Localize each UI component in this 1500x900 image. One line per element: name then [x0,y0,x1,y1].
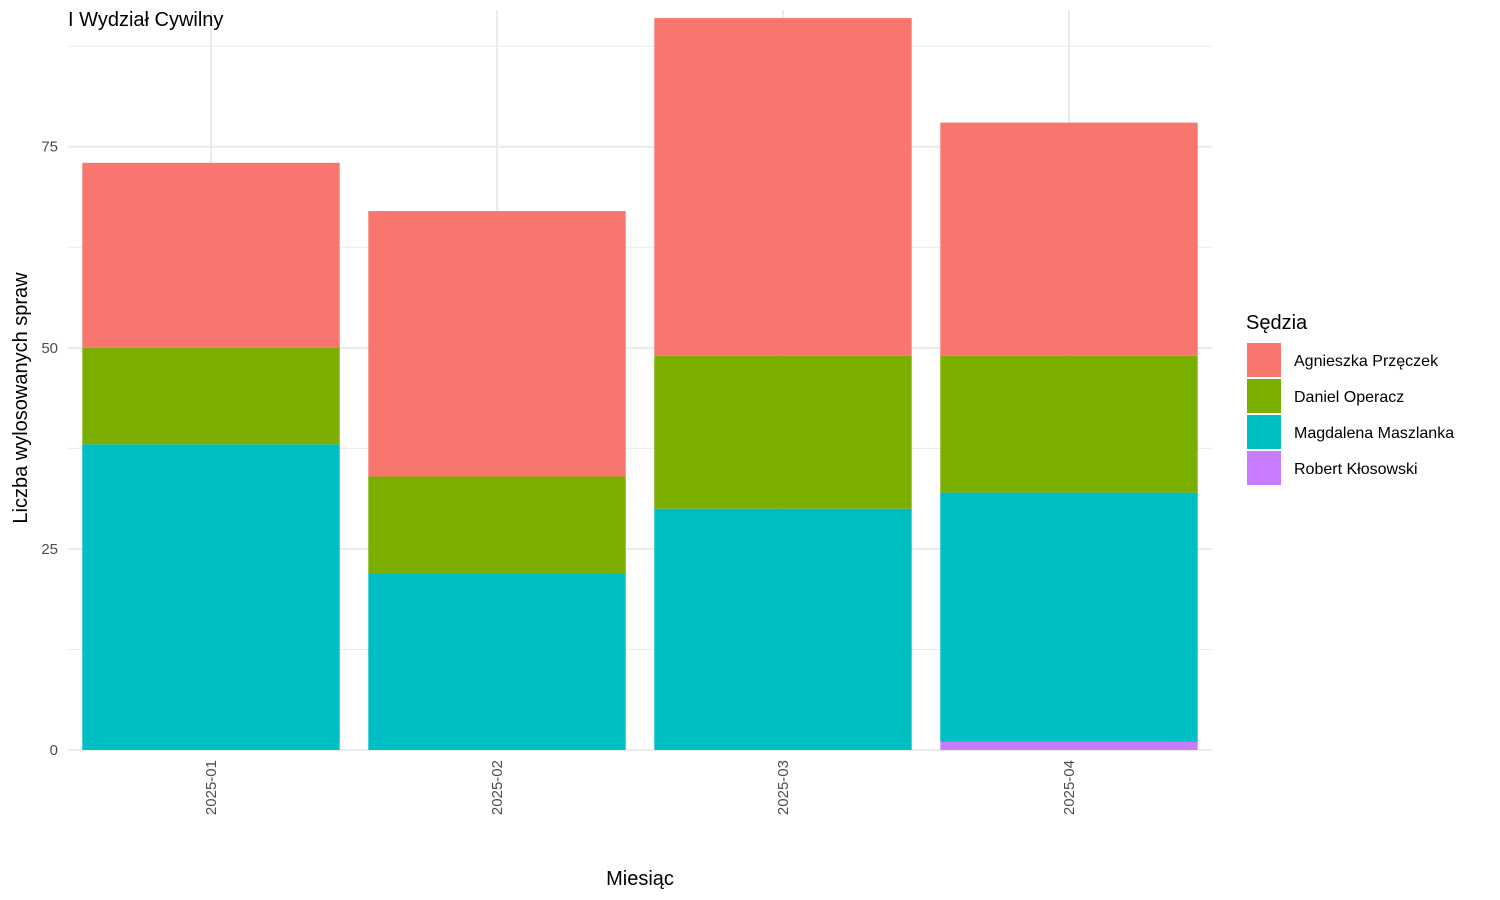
y-axis: 0 25 50 75 [41,139,58,759]
legend-swatch [1247,343,1281,377]
bars [82,18,1198,750]
legend-swatch [1247,451,1281,485]
bar-segment [940,741,1198,750]
y-tick-label: 75 [41,139,58,156]
x-axis-title: Miesiąc [606,868,674,890]
bar-segment [654,508,912,750]
bar-segment [940,122,1198,356]
y-tick-label: 50 [41,340,58,357]
legend-label: Agnieszka Przęczek [1294,353,1439,370]
x-axis: 2025-01 2025-02 2025-03 2025-04 [203,760,1078,815]
y-tick-label: 25 [41,541,58,558]
x-tick-label: 2025-02 [489,760,506,815]
legend-label: Robert Kłosowski [1294,461,1418,478]
bar-segment [368,573,626,750]
chart-title: I Wydział Cywilny [68,9,223,31]
legend-swatch [1247,379,1281,413]
legend-items: Agnieszka Przęczek Daniel Operacz Magdalen… [1247,343,1454,485]
bar-segment [654,18,912,356]
bar-segment [368,476,626,574]
bar-segment [82,162,340,348]
x-tick-label: 2025-03 [775,760,792,815]
bar-segment [654,355,912,509]
legend-title: Sędzia [1246,312,1308,334]
bar-segment [82,444,340,750]
legend-swatch [1247,415,1281,449]
legend-label: Daniel Operacz [1294,389,1404,406]
y-axis-title: Liczba wylosowanych spraw [10,272,32,524]
bar-segment [82,347,340,445]
x-tick-label: 2025-04 [1061,760,1078,815]
x-tick-label: 2025-01 [203,760,220,815]
bar-segment [368,211,626,477]
y-tick-label: 0 [50,742,58,759]
legend-label: Magdalena Maszlanka [1294,425,1454,442]
bar-segment [940,355,1198,493]
legend: Sędzia Agnieszka Przęczek Daniel Operacz M… [1246,312,1454,485]
bar-segment [940,492,1198,742]
